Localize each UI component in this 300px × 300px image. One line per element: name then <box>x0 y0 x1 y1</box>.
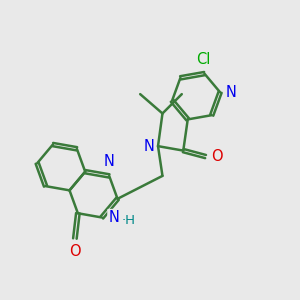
Text: ·H: ·H <box>121 214 135 227</box>
Text: N: N <box>108 210 119 225</box>
Text: O: O <box>211 149 223 164</box>
Text: N: N <box>104 154 115 169</box>
Text: N: N <box>144 139 154 154</box>
Text: Cl: Cl <box>196 52 210 67</box>
Text: N: N <box>225 85 236 100</box>
Text: O: O <box>69 244 81 260</box>
